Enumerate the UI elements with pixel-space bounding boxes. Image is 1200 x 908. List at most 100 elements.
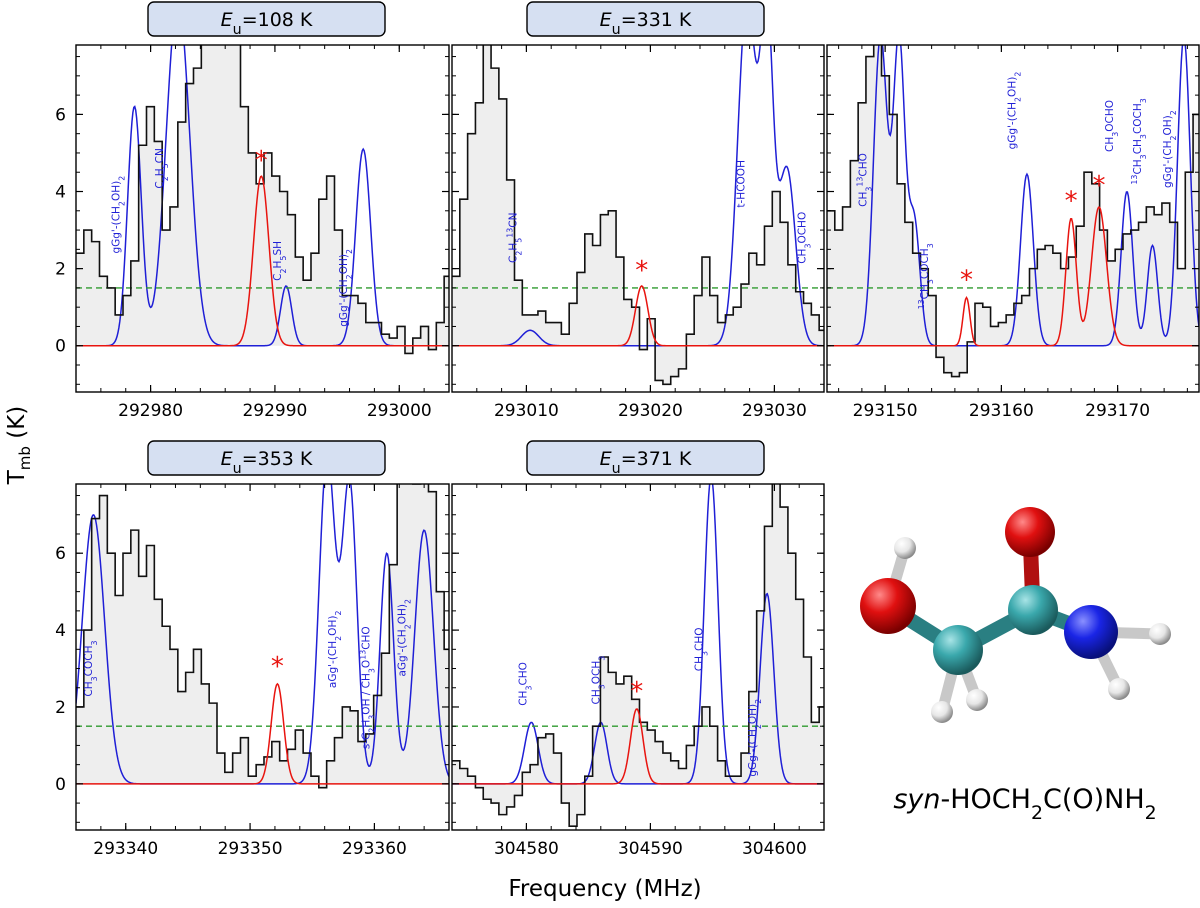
line-annotation: aGg'-(CH2OH)2 bbox=[327, 611, 343, 689]
oxygen-atom bbox=[1005, 507, 1055, 557]
target-species-model-curve bbox=[76, 175, 449, 347]
x-tick-label: 292990 bbox=[242, 401, 307, 421]
detection-star: * bbox=[630, 677, 643, 707]
observed-spectrum-fill bbox=[452, 484, 824, 827]
line-annotation: 13CH3COCH3 bbox=[917, 243, 935, 309]
spectrum-panels: * gGg'-(CH2OH)2 C2H5CN C2H5SH gGg'-(CH2OH)2 2… bbox=[55, 1, 1200, 859]
carbon-atom bbox=[933, 625, 983, 675]
x-tick-label: 293360 bbox=[342, 839, 407, 859]
y-tick-label: 2 bbox=[55, 260, 66, 280]
y-axis-label-main: T bbox=[4, 469, 30, 485]
target-species-model-curve bbox=[452, 708, 824, 785]
x-tick-label: 293170 bbox=[1085, 401, 1150, 421]
x-tick-label: 293010 bbox=[494, 401, 559, 421]
line-annotation: CH313CHO bbox=[855, 153, 873, 207]
other-species-model-curve bbox=[452, 45, 824, 347]
x-tick-label: 293030 bbox=[742, 401, 807, 421]
observed-spectrum-line bbox=[827, 45, 1199, 378]
x-tick-label: 293000 bbox=[367, 401, 432, 421]
oxygen-atom bbox=[860, 578, 916, 634]
nitrogen-atom bbox=[1064, 605, 1118, 659]
other-species-model-curve bbox=[827, 45, 1199, 347]
energy-badge: Eu=108 K bbox=[147, 1, 386, 38]
line-annotation: gGg'-(CH2OH)2 bbox=[111, 176, 127, 254]
hydrogen-atom bbox=[1108, 678, 1130, 700]
target-species-model-curve bbox=[452, 285, 824, 347]
detection-star: * bbox=[960, 265, 973, 295]
line-annotation: C2H5CN bbox=[154, 148, 170, 188]
axis-ticks bbox=[827, 45, 1199, 392]
x-tick-label: 293160 bbox=[969, 401, 1034, 421]
observed-spectrum-fill bbox=[76, 484, 449, 788]
line-annotation: CH3CHO bbox=[693, 627, 709, 671]
observed-spectrum-fill bbox=[452, 45, 824, 385]
panel-frame bbox=[75, 483, 450, 831]
axis-ticks bbox=[75, 45, 450, 392]
axis-ticks bbox=[451, 484, 825, 830]
detection-star: * bbox=[1093, 171, 1106, 201]
y-tick-label: 0 bbox=[55, 337, 66, 357]
spectrum-panel-3: * * * CH313CHO 13CH3COCH3 gGg'-(CH2OH)2 CH3OCH… bbox=[826, 44, 1200, 421]
line-annotation: CH3COCH3 bbox=[83, 640, 99, 696]
other-species-model-curve bbox=[76, 45, 449, 347]
target-species-model-curve bbox=[827, 206, 1199, 347]
line-annotation: gGg'-(CH2OH)2 bbox=[747, 699, 763, 777]
line-annotation: CH3CHO bbox=[517, 662, 533, 706]
observed-spectrum-line bbox=[452, 45, 824, 386]
y-tick-label: 0 bbox=[55, 775, 66, 795]
spectrum-panel-1: * gGg'-(CH2OH)2 C2H5CN C2H5SH gGg'-(CH2OH)2 2… bbox=[55, 1, 450, 421]
energy-badge: Eu=371 K bbox=[526, 440, 765, 477]
plot-area: * CH3COCH3 aGg'-(CH2OH)2 s-C2H3OH / CH3O13C… bbox=[76, 484, 449, 789]
other-species-model-curve bbox=[452, 484, 824, 785]
energy-badge: Eu=331 K bbox=[526, 1, 765, 38]
molecule-prefix: syn bbox=[893, 784, 940, 815]
line-annotation: t-HCOOH bbox=[736, 160, 748, 208]
x-tick-label: 304590 bbox=[618, 839, 683, 859]
y-tick-label: 6 bbox=[55, 544, 66, 564]
line-annotation: C2H5SH bbox=[272, 241, 288, 281]
molecule-formula: HOCH2C(O)NH2 bbox=[950, 784, 1156, 824]
y-tick-label: 2 bbox=[55, 698, 66, 718]
panel-frame bbox=[826, 44, 1200, 393]
observed-spectrum-line bbox=[76, 45, 449, 355]
energy-badge-label: Eu=353 K bbox=[221, 448, 313, 477]
detection-star: * bbox=[635, 256, 648, 286]
plot-area: * C2H513CN t-HCOOH CH3OCHO bbox=[452, 45, 824, 386]
hydrogen-atom bbox=[894, 537, 916, 559]
plot-area: * * * CH313CHO 13CH3COCH3 gGg'-(CH2OH)2 CH3OCH… bbox=[827, 45, 1199, 378]
line-annotation: gGg'-(CH2OH)2 bbox=[338, 249, 354, 327]
line-annotation: gGg'-(CH2OH)2 bbox=[1006, 72, 1022, 150]
line-annotation: CH3OCH3 bbox=[591, 656, 607, 705]
detection-star: * bbox=[255, 146, 268, 176]
carbon-atom bbox=[1008, 585, 1058, 635]
panel-frame bbox=[451, 44, 825, 393]
line-annotation: s-C2H3OH / CH3O13CHO bbox=[358, 626, 376, 749]
spectrum-panel-2: * C2H513CN t-HCOOH CH3OCHO 293010 293020 29303… bbox=[451, 1, 825, 421]
spectrum-panel-4: * CH3COCH3 aGg'-(CH2OH)2 s-C2H3OH / CH3O13C… bbox=[55, 440, 450, 859]
y-tick-label: 4 bbox=[55, 621, 66, 641]
detection-star: * bbox=[1065, 186, 1078, 216]
plot-area: * CH3CHO CH3OCH3 CH3CHO gGg'-(CH2OH)2 bbox=[452, 484, 824, 827]
panel-frame bbox=[75, 44, 450, 393]
energy-badge-label: Eu=108 K bbox=[221, 9, 313, 38]
target-species-model-curve bbox=[76, 682, 449, 785]
axis-ticks bbox=[451, 45, 825, 392]
x-tick-label: 293350 bbox=[218, 839, 283, 859]
energy-badge: Eu=353 K bbox=[147, 440, 386, 477]
observed-spectrum-line bbox=[452, 484, 824, 827]
line-annotation: CH3OCHO bbox=[1104, 100, 1120, 152]
y-tick-label: 4 bbox=[55, 183, 66, 203]
line-annotation: gGg'-(CH2OH)2 bbox=[1162, 110, 1178, 188]
spectrum-panel-5: * CH3CHO CH3OCH3 CH3CHO gGg'-(CH2OH)2 304580 3… bbox=[451, 440, 825, 859]
line-annotation: C2H513CN bbox=[505, 213, 523, 263]
observed-spectrum-line bbox=[76, 484, 449, 789]
line-annotation: 13CH3CH3COCH3 bbox=[1129, 98, 1147, 184]
line-annotation: aGg'-(CH2OH)2 bbox=[396, 599, 412, 677]
plot-area: * gGg'-(CH2OH)2 C2H5CN C2H5SH gGg'-(CH2OH)2 bbox=[76, 45, 449, 355]
energy-badge-label: Eu=331 K bbox=[600, 9, 692, 38]
axis-ticks bbox=[75, 484, 450, 830]
y-tick-label: 6 bbox=[55, 105, 66, 125]
x-tick-label: 292980 bbox=[118, 401, 183, 421]
hydrogen-atom bbox=[931, 701, 953, 723]
